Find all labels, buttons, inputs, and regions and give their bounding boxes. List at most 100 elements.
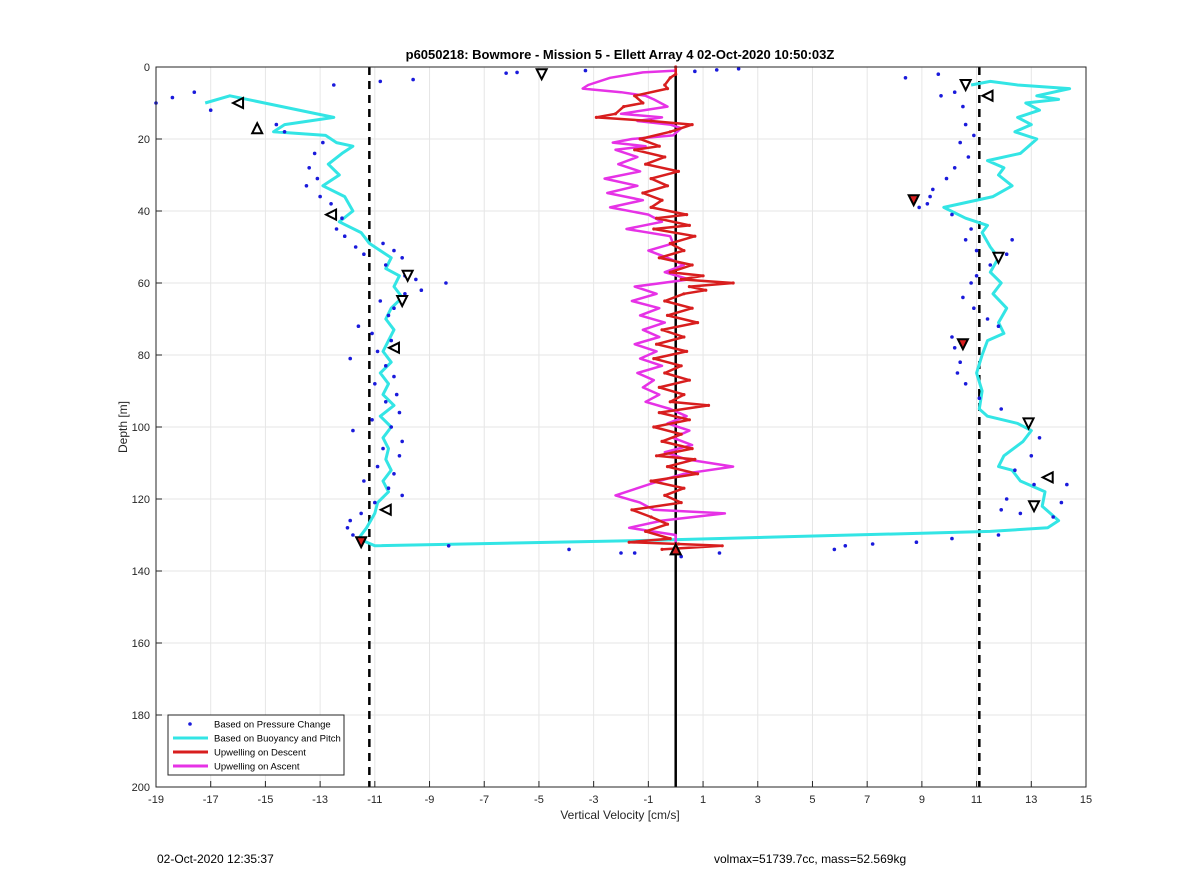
pressure-point: [966, 155, 971, 159]
descent-point: [649, 177, 653, 181]
descent-point: [663, 493, 667, 497]
descent-point: [687, 418, 691, 422]
pressure-point: [208, 108, 213, 112]
pressure-point: [370, 331, 374, 336]
descent-point: [594, 115, 598, 119]
pressure-point: [351, 533, 355, 537]
pressure-point: [996, 324, 1001, 329]
pressure-point: [386, 313, 391, 318]
descent-point: [627, 540, 631, 544]
x-tick-label: 5: [809, 794, 815, 806]
pressure-point: [419, 288, 424, 293]
pressure-point: [353, 245, 358, 249]
y-tick-label: 180: [132, 710, 150, 722]
y-tick-label: 40: [138, 206, 150, 218]
series-buoyancy-pitch-line: [204, 79, 1072, 548]
pressure-point: [397, 410, 402, 415]
descent-point: [693, 234, 697, 238]
pressure-point: [400, 439, 404, 444]
triangle-marker: [991, 251, 1006, 266]
descent-point: [654, 216, 659, 220]
pressure-point: [1051, 515, 1055, 519]
descent-points: [594, 65, 735, 552]
descent-point: [676, 169, 681, 173]
triangle-marker: [907, 194, 921, 208]
descent-point: [685, 213, 689, 217]
pressure-point: [999, 407, 1004, 411]
pressure-point: [192, 90, 197, 94]
descent-point: [690, 306, 694, 310]
pressure-point: [411, 77, 415, 82]
pressure-point: [392, 248, 396, 253]
descent-point: [654, 342, 659, 346]
pressure-point: [274, 122, 279, 127]
descent-point: [633, 94, 637, 98]
y-tick-label: 160: [132, 638, 150, 650]
descent-point: [687, 285, 691, 289]
pressure-point: [329, 202, 333, 206]
pressure-point: [378, 299, 383, 303]
legend: Based on Pressure Change Based on Buoyanc…: [167, 714, 345, 776]
footer-params: volmax=51739.7cc, mass=52.569kg: [714, 852, 907, 866]
triangle-marker: [230, 96, 245, 110]
x-tick-label: 9: [919, 794, 925, 806]
x-tick-label: 7: [864, 794, 870, 806]
pressure-point: [304, 184, 309, 188]
x-tick-label: -15: [257, 794, 273, 806]
descent-point: [657, 256, 661, 260]
descent-point: [690, 263, 694, 267]
pressure-point: [397, 454, 402, 458]
descent-point: [682, 292, 686, 296]
descent-point: [682, 335, 686, 339]
pressure-point: [362, 252, 366, 256]
triangle-marker: [669, 542, 683, 556]
pressure-point: [1004, 497, 1009, 501]
pressure-point: [446, 544, 451, 548]
pressure-point: [170, 95, 175, 100]
descent-point: [690, 447, 694, 451]
descent-point: [679, 364, 683, 368]
pressure-point: [373, 500, 377, 505]
axis-ticks: -19 -17 -15 -13 -11 -9 -7 -5 -3 -1 1 3 5 7 9 11 13 150204…: [132, 62, 1092, 806]
descent-point: [720, 544, 724, 548]
descent-point: [630, 508, 634, 512]
pressure-point: [928, 194, 932, 199]
pressure-point: [444, 281, 448, 285]
descent-point: [668, 241, 672, 245]
pressure-point: [340, 216, 344, 220]
pressure-point: [988, 263, 993, 267]
descent-point: [663, 83, 667, 87]
pressure-point: [392, 472, 396, 476]
descent-point: [679, 432, 683, 436]
pressure-point: [969, 281, 973, 285]
pressure-point: [351, 428, 355, 433]
descent-point: [679, 501, 683, 505]
x-tick-label: 15: [1080, 794, 1092, 806]
pressure-point: [1010, 238, 1014, 242]
descent-point: [652, 357, 656, 361]
pressure-point: [972, 306, 976, 311]
pressure-point: [356, 324, 361, 329]
y-tick-label: 120: [132, 494, 150, 506]
descent-point: [641, 101, 645, 105]
pressure-point: [370, 418, 374, 422]
pressure-point: [375, 464, 380, 469]
descent-point: [668, 270, 672, 274]
descent-point: [668, 76, 672, 80]
marker-layer: [230, 68, 1054, 556]
legend-label: Based on Pressure Change: [214, 720, 331, 731]
pressure-point: [334, 227, 339, 231]
pressure-point: [392, 374, 396, 379]
pressure-point: [389, 425, 394, 429]
pressure-point: [1032, 482, 1036, 487]
pressure-point: [917, 205, 921, 210]
pressure-point: [400, 255, 404, 260]
descent-point: [663, 299, 667, 303]
descent-point: [622, 105, 626, 109]
triangle-marker: [395, 295, 409, 309]
descent-point: [701, 274, 705, 278]
pressure-point: [936, 72, 941, 76]
y-tick-label: 200: [132, 782, 150, 794]
descent-point: [695, 472, 700, 476]
